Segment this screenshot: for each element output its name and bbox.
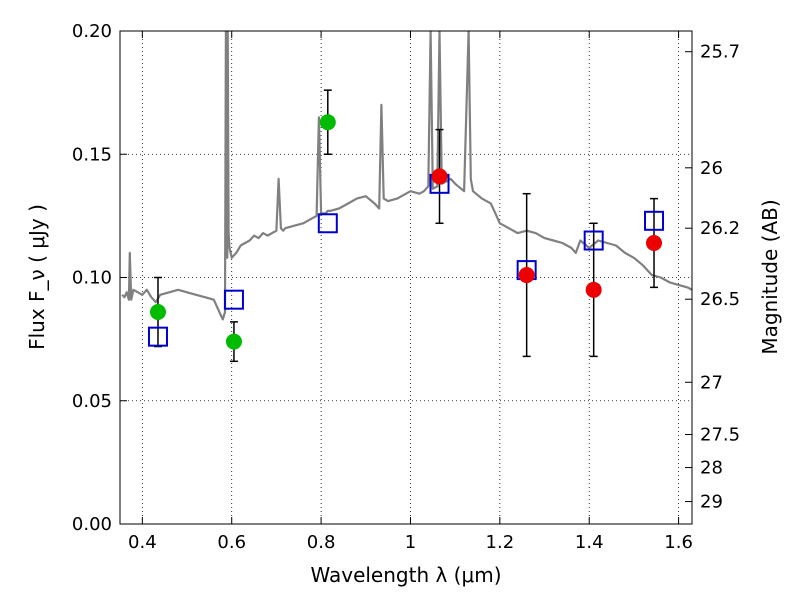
x-tick-label: 1.4 (575, 532, 604, 553)
y-tick-label: 0.05 (72, 391, 112, 412)
model-photometry-square (317, 213, 338, 234)
magnitude-tick-label: 28 (700, 458, 723, 479)
magnitude-tick-label: 29 (700, 492, 723, 513)
magnitude-tick-label: 27.5 (700, 425, 740, 446)
y-tick-label: 0.20 (72, 21, 112, 42)
x-tick-label: 0.4 (128, 532, 157, 553)
magnitude-tick-label: 26 (700, 158, 723, 179)
x-tick-label: 0.6 (217, 532, 246, 553)
y-axis-title-left: Flux F_ν ( μJy ) (25, 204, 49, 350)
spectrum-layer (121, 31, 692, 321)
model-photometry-square (644, 210, 665, 231)
photometry-point (149, 304, 166, 321)
magnitude-tick-label: 26.2 (700, 218, 740, 239)
magnitude-tick-label: 25.7 (700, 42, 740, 63)
model-photometry-square (147, 326, 168, 347)
x-axis-title: Wavelength λ (μm) (310, 563, 501, 587)
y-tick-label: 0.15 (72, 144, 112, 165)
photometry-point (319, 114, 336, 131)
magnitude-tick-label: 27 (700, 372, 723, 393)
magnitude-tick-label: 26.5 (700, 289, 740, 310)
photometry-point (225, 333, 242, 350)
y-tick-label: 0.10 (72, 268, 112, 289)
photometry-point (431, 168, 448, 185)
photometry-point (518, 267, 535, 284)
marker-layer (147, 89, 665, 363)
model-photometry-square (583, 230, 604, 251)
y-tick-label: 0.00 (72, 514, 112, 535)
tick-layer: 0.4 0.6 0.8 1 1.2 1.4 1.6 0.00 0.05 0.10 0.15 0.20 2… (72, 21, 740, 553)
plot-background (120, 31, 692, 524)
x-tick-label: 1.2 (486, 532, 515, 553)
photometry-point (646, 234, 663, 251)
spectrum-line (121, 31, 692, 321)
x-tick-label: 0.8 (307, 532, 336, 553)
model-photometry-square (223, 289, 244, 310)
x-tick-label: 1 (405, 532, 416, 553)
y-axis-title-right: Magnitude (AB) (758, 199, 782, 354)
x-tick-label: 1.6 (664, 532, 693, 553)
photometry-point (585, 281, 602, 298)
